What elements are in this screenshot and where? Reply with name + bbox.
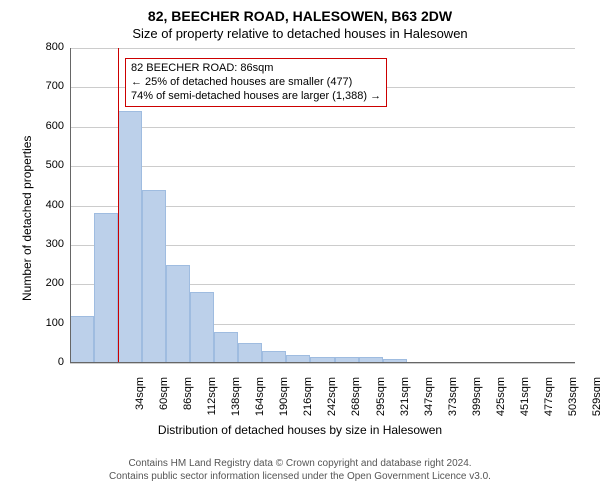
x-tick-label: 477sqm <box>543 377 555 437</box>
histogram-bar <box>70 316 94 363</box>
x-axis-label: Distribution of detached houses by size … <box>0 423 600 437</box>
histogram-bar <box>118 111 142 363</box>
x-tick-label: 112sqm <box>206 377 218 437</box>
x-tick-label: 164sqm <box>254 377 266 437</box>
x-tick-label: 503sqm <box>567 377 579 437</box>
y-tick-label: 0 <box>32 356 64 368</box>
highlight-line <box>118 48 119 363</box>
x-tick-label: 347sqm <box>423 377 435 437</box>
histogram-bar <box>190 292 214 363</box>
x-axis-line <box>70 362 575 363</box>
x-tick-label: 216sqm <box>302 377 314 437</box>
y-tick-label: 600 <box>32 120 64 132</box>
annotation-line: 74% of semi-detached houses are larger (… <box>131 90 381 104</box>
x-tick-label: 373sqm <box>447 377 459 437</box>
gridline <box>70 363 575 364</box>
gridline <box>70 166 575 167</box>
histogram-bar <box>214 332 238 364</box>
highlight-annotation: 82 BEECHER ROAD: 86sqm← 25% of detached … <box>125 58 387 107</box>
annotation-line: ← 25% of detached houses are smaller (47… <box>131 76 381 90</box>
y-tick-label: 300 <box>32 238 64 250</box>
x-tick-label: 425sqm <box>495 377 507 437</box>
x-tick-label: 268sqm <box>350 377 362 437</box>
gridline <box>70 48 575 49</box>
y-tick-label: 700 <box>32 80 64 92</box>
y-tick-label: 200 <box>32 277 64 289</box>
y-tick-label: 500 <box>32 159 64 171</box>
histogram-bar <box>238 343 262 363</box>
x-tick-label: 190sqm <box>278 377 290 437</box>
y-tick-label: 400 <box>32 199 64 211</box>
x-tick-label: 34sqm <box>134 377 146 437</box>
annotation-line: 82 BEECHER ROAD: 86sqm <box>131 62 381 76</box>
footer-line-1: Contains HM Land Registry data © Crown c… <box>0 458 600 471</box>
x-tick-label: 529sqm <box>591 377 600 437</box>
gridline <box>70 127 575 128</box>
x-tick-label: 451sqm <box>519 377 531 437</box>
y-tick-label: 100 <box>32 317 64 329</box>
chart-title: 82, BEECHER ROAD, HALESOWEN, B63 2DW <box>0 8 600 24</box>
histogram-bar <box>166 265 190 363</box>
x-tick-label: 138sqm <box>230 377 242 437</box>
histogram-bar <box>94 213 118 363</box>
x-tick-label: 399sqm <box>471 377 483 437</box>
x-tick-label: 321sqm <box>399 377 411 437</box>
chart-subtitle: Size of property relative to detached ho… <box>0 26 600 41</box>
x-tick-label: 60sqm <box>158 377 170 437</box>
footer-attribution: Contains HM Land Registry data © Crown c… <box>0 458 600 483</box>
footer-line-2: Contains public sector information licen… <box>0 471 600 484</box>
y-axis-line <box>70 48 71 363</box>
histogram-bar <box>142 190 166 363</box>
x-tick-label: 295sqm <box>375 377 387 437</box>
y-tick-label: 800 <box>32 41 64 53</box>
x-tick-label: 242sqm <box>326 377 338 437</box>
x-tick-label: 86sqm <box>182 377 194 437</box>
